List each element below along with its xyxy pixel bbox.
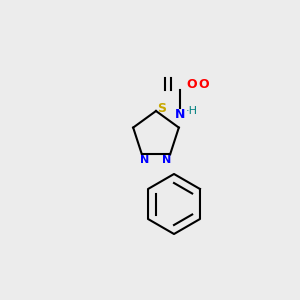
Text: N: N bbox=[163, 155, 172, 165]
Text: O: O bbox=[187, 77, 197, 91]
Text: N: N bbox=[140, 155, 149, 165]
Text: S: S bbox=[158, 101, 166, 115]
Text: ·H: ·H bbox=[186, 106, 198, 116]
Text: O: O bbox=[199, 77, 209, 91]
Text: N: N bbox=[175, 107, 185, 121]
